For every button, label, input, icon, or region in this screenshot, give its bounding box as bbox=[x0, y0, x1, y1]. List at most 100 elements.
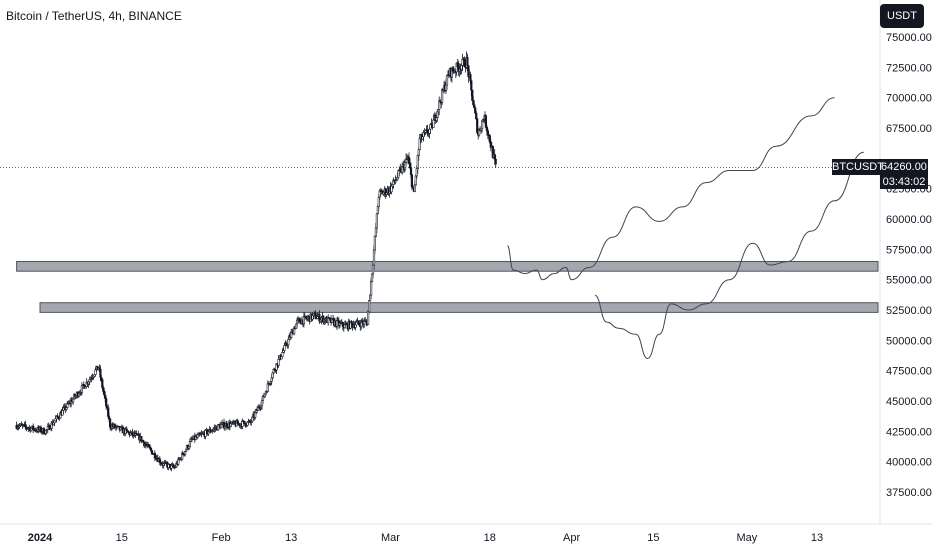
candle-body-473 bbox=[476, 118, 479, 133]
candle-body-363 bbox=[368, 294, 372, 301]
candle-body-431 bbox=[435, 117, 438, 121]
y-tick-label-2: 70000.00 bbox=[886, 93, 932, 105]
support-zones bbox=[16, 261, 879, 313]
y-tick-label-0: 75000.00 bbox=[886, 32, 932, 44]
candle-body-28 bbox=[42, 428, 45, 434]
y-tick-label-15: 37500.00 bbox=[886, 487, 932, 499]
candle-body-441 bbox=[444, 84, 448, 91]
candle-body-486 bbox=[488, 135, 491, 143]
candle-body-291 bbox=[298, 318, 302, 323]
candle-body-361 bbox=[366, 311, 370, 325]
candle-body-96 bbox=[109, 418, 112, 428]
x-tick-label-4: Mar bbox=[381, 532, 400, 544]
candle-body-428 bbox=[432, 119, 435, 128]
candle-body-74 bbox=[87, 381, 90, 385]
candle-body-483 bbox=[485, 126, 489, 132]
bar-countdown-label: 03:43:02 bbox=[880, 175, 928, 189]
candle-body-210 bbox=[220, 424, 223, 429]
candle-body-372 bbox=[377, 196, 380, 207]
x-tick-label-5: 18 bbox=[484, 532, 496, 544]
last-price-symbol-label: BTCUSDT64260.00 bbox=[832, 159, 928, 175]
candle-body-51 bbox=[65, 407, 68, 411]
candle-body-216 bbox=[225, 423, 229, 428]
candle-body-173 bbox=[184, 451, 187, 455]
time-axis[interactable]: 2024 15 Feb 13 Mar 18 Apr 15 May 13 bbox=[0, 523, 932, 544]
candle-body-138 bbox=[149, 447, 153, 451]
x-tick-label-1: 15 bbox=[116, 532, 128, 544]
candles bbox=[15, 51, 497, 472]
candle-body-463 bbox=[466, 56, 469, 66]
candle-body-47 bbox=[61, 410, 64, 416]
candle-body-406 bbox=[410, 174, 414, 188]
y-tick-label-9: 52500.00 bbox=[886, 305, 932, 317]
candle-body-362 bbox=[367, 300, 371, 313]
y-tick-label-3: 67500.00 bbox=[886, 123, 932, 135]
x-tick-label-9: 13 bbox=[811, 532, 823, 544]
y-tick-label-13: 42500.00 bbox=[886, 426, 932, 438]
candle-body-91 bbox=[104, 394, 107, 399]
candle-body-32 bbox=[46, 426, 49, 430]
y-tick-label-11: 47500.00 bbox=[886, 366, 932, 378]
candle-body-186 bbox=[196, 434, 199, 438]
candle-body-273 bbox=[281, 352, 284, 357]
candle-body-279 bbox=[287, 338, 290, 346]
candle-body-351 bbox=[357, 320, 360, 324]
candle-body-410 bbox=[414, 175, 417, 186]
x-tick-label-7: 15 bbox=[647, 532, 659, 544]
candle-body-263 bbox=[271, 372, 274, 379]
projections bbox=[506, 97, 864, 360]
candle-body-414 bbox=[418, 138, 421, 151]
candle-body-258 bbox=[266, 383, 269, 392]
candle-body-220 bbox=[229, 423, 232, 428]
candle-body-297 bbox=[304, 315, 307, 319]
support-zone-1 bbox=[16, 261, 879, 272]
candle-body-58 bbox=[72, 398, 75, 403]
candle-body-467 bbox=[470, 80, 473, 91]
candle-body-425 bbox=[429, 124, 432, 130]
candle-body-392 bbox=[397, 170, 400, 178]
candle-body-252 bbox=[260, 400, 264, 407]
candle-body-453 bbox=[456, 62, 459, 68]
candle-body-412 bbox=[416, 155, 419, 169]
projection-path-2 bbox=[594, 151, 864, 360]
candle-body-349 bbox=[355, 321, 358, 326]
candle-body-304 bbox=[311, 315, 314, 320]
candle-body-460 bbox=[463, 58, 466, 67]
candle-body-492 bbox=[494, 158, 497, 165]
candle-body-40 bbox=[54, 418, 57, 422]
candle-body-178 bbox=[188, 441, 192, 447]
candle-body-413 bbox=[417, 149, 420, 156]
candle-body-245 bbox=[254, 412, 257, 418]
candle-body-255 bbox=[263, 393, 267, 398]
currency-badge[interactable]: USDT bbox=[880, 4, 924, 28]
candle-body-89 bbox=[102, 387, 105, 392]
candle-body-434 bbox=[438, 100, 441, 110]
candle-body-385 bbox=[390, 185, 393, 193]
candle-body-469 bbox=[472, 100, 475, 106]
candle-body-75 bbox=[88, 379, 91, 383]
candle-body-448 bbox=[451, 67, 454, 72]
y-tick-label-12: 45000.00 bbox=[886, 396, 932, 408]
candle-body-287 bbox=[294, 323, 298, 329]
x-tick-label-6: Apr bbox=[563, 532, 580, 544]
price-axis[interactable]: 75000.0072500.0070000.0067500.0062500.00… bbox=[886, 32, 932, 499]
candle-body-81 bbox=[94, 369, 97, 375]
candle-body-365 bbox=[370, 273, 374, 282]
candle-body-482 bbox=[484, 115, 488, 128]
candle-body-364 bbox=[369, 280, 373, 296]
candle-body-369 bbox=[374, 227, 378, 237]
candle-body-95 bbox=[108, 416, 111, 420]
candle-body-9 bbox=[24, 423, 27, 427]
candle-body-391 bbox=[396, 177, 399, 181]
candle-body-484 bbox=[486, 130, 490, 136]
candle-body-442 bbox=[445, 75, 449, 86]
y-tick-label-7: 57500.00 bbox=[886, 244, 932, 256]
candle-body-405 bbox=[409, 167, 413, 176]
candle-body-368 bbox=[373, 235, 377, 251]
x-tick-label-2: Feb bbox=[212, 532, 231, 544]
candle-body-472 bbox=[475, 112, 478, 120]
candle-body-491 bbox=[493, 154, 496, 160]
y-tick-label-6: 60000.00 bbox=[886, 214, 932, 226]
